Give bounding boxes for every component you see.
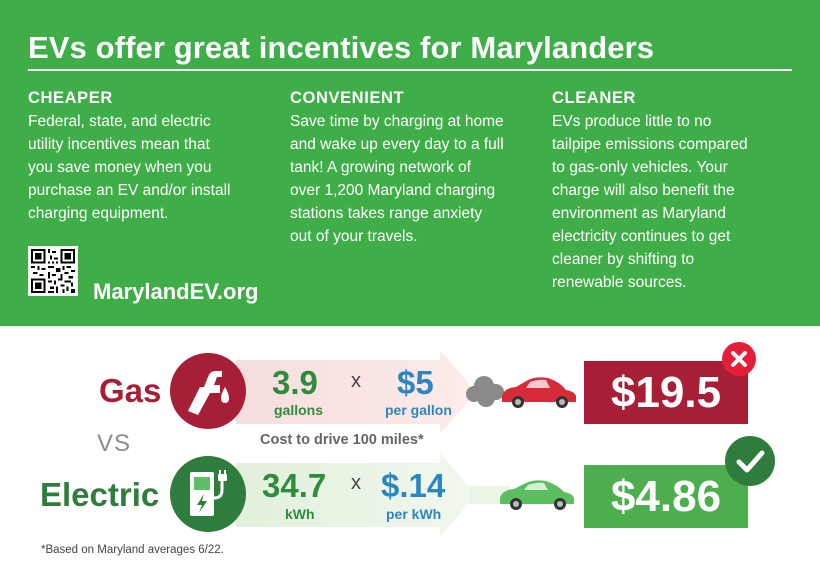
gas-quantity-unit: gallons xyxy=(274,402,324,418)
body-line: cleaner by shifting to xyxy=(552,251,695,268)
checkmark-icon xyxy=(725,436,775,486)
gas-quantity: 3.9 xyxy=(272,364,318,401)
website-link[interactable]: MarylandEV.org xyxy=(93,279,259,304)
body-line: Federal, state, and electric xyxy=(28,113,211,130)
column-body: Federal, state, and electric utility inc… xyxy=(28,110,268,225)
electric-car-icon xyxy=(470,476,582,516)
electric-quantity: 34.7 xyxy=(262,467,327,504)
body-line: renewable sources. xyxy=(552,274,687,291)
column-cheaper: CHEAPER Federal, state, and electric uti… xyxy=(28,88,268,225)
vs-label: VS xyxy=(97,430,132,457)
body-line: charge will also benefit the xyxy=(552,182,735,199)
electric-arrow-band xyxy=(236,453,476,537)
body-line: EVs produce little to no xyxy=(552,113,712,130)
electric-quantity-unit: kWh xyxy=(285,506,315,522)
electric-price-unit: per kWh xyxy=(386,506,442,522)
body-line: environment as Maryland xyxy=(552,205,727,222)
gas-label: Gas xyxy=(99,372,162,409)
footnote: *Based on Maryland averages 6/22. xyxy=(41,544,224,556)
electric-price: $.14 xyxy=(381,467,446,504)
electric-total-cost: $4.86 xyxy=(584,465,748,528)
ev-charger-icon xyxy=(170,456,246,532)
column-body: EVs produce little to no tailpipe emissi… xyxy=(552,110,792,294)
electric-label: Electric xyxy=(40,476,160,513)
gas-multiply-sign: x xyxy=(351,370,361,392)
column-title: CLEANER xyxy=(552,89,636,107)
comparison-caption: Cost to drive 100 miles* xyxy=(260,432,424,448)
headline: EVs offer great incentives for Marylande… xyxy=(28,30,655,65)
gas-price-unit: per gallon xyxy=(385,402,452,418)
column-cleaner: CLEANER EVs produce little to no tailpip… xyxy=(552,88,792,294)
body-line: Save time by charging at home xyxy=(290,113,504,130)
qr-code-icon[interactable] xyxy=(28,246,78,296)
column-title: CONVENIENT xyxy=(290,89,405,107)
body-line: over 1,200 Maryland charging xyxy=(290,182,496,199)
electric-multiply-sign: x xyxy=(351,472,361,494)
header-divider xyxy=(28,69,792,71)
body-line: to gas-only vehicles. Your xyxy=(552,159,728,176)
column-body: Save time by charging at home and wake u… xyxy=(290,110,530,248)
gas-price: $5 xyxy=(397,364,434,401)
fuel-nozzle-icon xyxy=(170,353,246,429)
body-line: tank! A growing network of xyxy=(290,159,471,176)
body-line: you save money when you xyxy=(28,159,212,176)
gas-car-icon xyxy=(462,370,582,412)
body-line: and wake up every day to a full xyxy=(290,136,504,153)
body-line: electricity continues to get xyxy=(552,228,731,245)
body-line: utility incentives mean that xyxy=(28,136,210,153)
body-line: purchase an EV and/or install xyxy=(28,182,231,199)
gas-total-cost: $19.5 xyxy=(584,361,748,424)
incentives-panel: EVs offer great incentives for Marylande… xyxy=(0,0,820,326)
body-line: stations takes range anxiety xyxy=(290,205,483,222)
body-line: charging equipment. xyxy=(28,205,169,222)
column-title: CHEAPER xyxy=(28,89,113,107)
column-convenient: CONVENIENT Save time by charging at home… xyxy=(290,88,530,248)
body-line: tailpipe emissions compared xyxy=(552,136,748,153)
x-mark-icon xyxy=(722,342,756,376)
gas-arrow-band xyxy=(236,350,476,434)
body-line: out of your travels. xyxy=(290,228,418,245)
